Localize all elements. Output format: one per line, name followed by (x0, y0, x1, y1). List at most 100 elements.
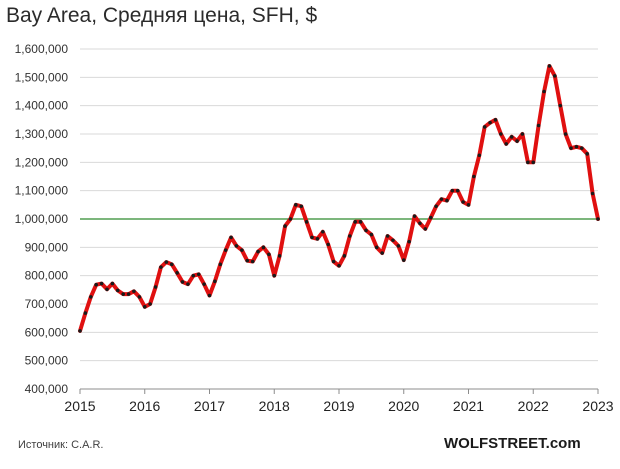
data-point (229, 235, 233, 240)
data-point (213, 279, 217, 284)
data-point (504, 142, 509, 146)
data-point (186, 282, 190, 286)
data-point (299, 204, 304, 209)
data-point (477, 153, 482, 158)
data-point (240, 248, 244, 252)
data-point (358, 220, 363, 224)
x-tick-label: 2018 (259, 398, 290, 414)
y-tick-label: 500,000 (25, 354, 69, 368)
data-point (439, 197, 444, 201)
data-point (331, 259, 336, 264)
data-point (105, 287, 109, 292)
x-tick-label: 2019 (323, 398, 354, 414)
grid-lines (80, 48, 598, 390)
data-point (169, 262, 174, 267)
data-point (353, 220, 357, 224)
x-tick-label: 2021 (453, 398, 484, 414)
data-point (380, 251, 384, 255)
data-point (304, 220, 309, 224)
y-tick-label: 1,400,000 (15, 99, 69, 113)
y-tick-label: 1,600,000 (15, 42, 69, 56)
y-tick-label: 900,000 (25, 240, 69, 254)
data-point (110, 281, 115, 286)
y-tick-label: 600,000 (25, 325, 69, 339)
data-point (234, 244, 239, 248)
data-point (83, 311, 88, 315)
data-point (596, 217, 600, 221)
data-point (132, 289, 136, 294)
y-tick-label: 1,300,000 (15, 127, 69, 141)
data-point (321, 229, 325, 234)
data-point (99, 281, 104, 286)
chart-title: Bay Area, Средняя цена, SFH, $ (6, 4, 318, 27)
data-point (391, 238, 395, 243)
y-tick-label: 800,000 (25, 269, 69, 283)
data-point (461, 200, 465, 204)
data-point (245, 258, 250, 263)
y-tick-label: 1,100,000 (15, 184, 69, 198)
data-point (272, 273, 277, 278)
data-point (148, 302, 152, 306)
data-point (580, 146, 584, 150)
data-point (337, 263, 341, 268)
data-point (315, 237, 320, 241)
y-tick-label: 400,000 (25, 382, 69, 396)
y-tick-label: 1,500,000 (15, 70, 69, 84)
data-point (175, 271, 179, 275)
data-point (488, 120, 492, 125)
source-note: Источник: C.A.R. (18, 439, 104, 451)
data-point (267, 252, 271, 257)
data-point (250, 259, 255, 264)
x-tick-labels: 2015 2016 2017 2018 2019 2020 2021 2022 2023 (64, 398, 613, 414)
data-point (294, 203, 298, 207)
data-point (159, 265, 163, 269)
data-point (191, 273, 196, 278)
data-point (574, 144, 579, 149)
x-tick-label: 2022 (518, 398, 549, 414)
data-point (94, 282, 98, 287)
data-point (115, 288, 120, 293)
x-tick-label: 2020 (388, 398, 419, 414)
data-point (348, 234, 352, 238)
data-point (455, 188, 460, 193)
data-point (288, 217, 293, 221)
x-tick-label: 2016 (129, 398, 160, 414)
data-point (310, 235, 314, 240)
data-point (142, 305, 147, 309)
data-point (536, 123, 541, 128)
data-point (342, 254, 347, 258)
data-point (542, 89, 546, 94)
data-point (396, 244, 401, 248)
data-point (520, 132, 525, 136)
data-point (509, 135, 514, 139)
data-point (207, 293, 212, 298)
data-point (493, 118, 498, 122)
data-point (515, 139, 519, 143)
data-point (137, 295, 142, 299)
x-tick-label: 2015 (64, 398, 95, 414)
data-point (89, 295, 93, 299)
data-point (261, 245, 266, 250)
data-point (202, 282, 206, 286)
data-point (590, 191, 595, 196)
data-point (412, 214, 417, 218)
data-point (569, 146, 573, 150)
data-point (164, 260, 169, 264)
data-point (153, 285, 158, 289)
marker-layer (78, 64, 600, 333)
data-point (585, 152, 589, 156)
data-point (418, 221, 422, 226)
y-tick-label: 1,000,000 (15, 212, 69, 226)
data-point (547, 64, 552, 68)
data-point (326, 242, 330, 247)
brand-logo-text: WOLFSTREET.com (444, 435, 581, 452)
data-point (434, 204, 438, 209)
data-point (450, 188, 455, 193)
data-point (180, 280, 185, 284)
data-point (466, 203, 471, 207)
y-tick-labels: 400,000 500,000 600,000 700,000 800,000 900,0… (15, 42, 69, 396)
data-point (196, 272, 201, 277)
data-point (531, 160, 536, 165)
data-point (472, 174, 476, 179)
